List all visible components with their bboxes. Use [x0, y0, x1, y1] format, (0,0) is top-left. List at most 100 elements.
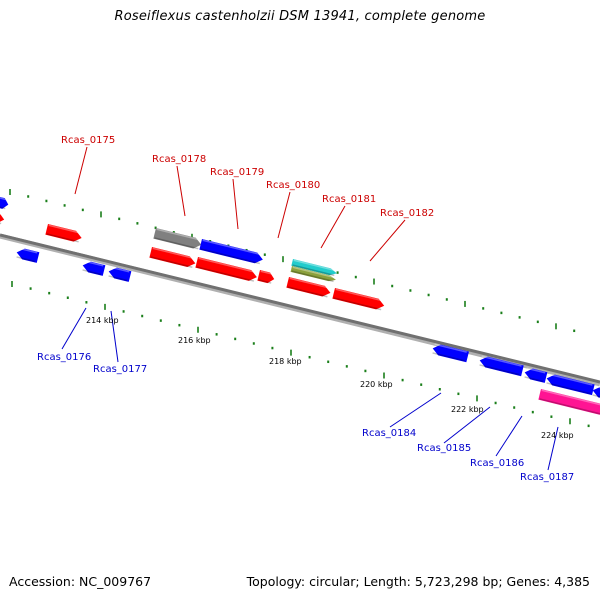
gene-arrow [16, 247, 40, 263]
gene-label-rcas-0182[interactable]: Rcas_0182 [380, 208, 434, 219]
leader-line [277, 191, 291, 239]
gene-arrow-shade [46, 233, 79, 243]
gene-arrow [199, 239, 263, 265]
gene-label-rcas-0178[interactable]: Rcas_0178 [152, 154, 206, 165]
rna-gene-arrow-highlight [293, 259, 336, 272]
gene-arrow-highlight [156, 228, 201, 241]
gene-arrow-body [45, 224, 82, 242]
gene-arrow-highlight [548, 373, 593, 386]
gene-arrow-body [332, 288, 385, 310]
scale-label: 224 kbp [541, 431, 574, 440]
rna-gene-arrow [290, 266, 336, 283]
gene-arrow-body [153, 228, 202, 249]
gene-arrow-highlight [526, 367, 546, 374]
gene-arrow [432, 343, 469, 363]
gene-arrow [479, 355, 524, 377]
gene-arrow [45, 224, 82, 243]
gene-arrow-highlight [481, 355, 522, 367]
gene-arrow-body [592, 386, 600, 401]
label-leaders [61, 146, 559, 471]
gene-arrow-shade [0, 205, 6, 210]
gene-label-rcas-0175[interactable]: Rcas_0175 [61, 135, 115, 146]
gene-arrow-body [286, 277, 331, 297]
gene-arrow-highlight [434, 343, 467, 353]
gene-arrow-shade [432, 352, 465, 362]
genome-backbone [0, 233, 600, 387]
gene-arrow-shade [592, 394, 600, 400]
gene-label-rcas-0187[interactable]: Rcas_0187 [520, 472, 574, 483]
gene-arrow-shade [200, 248, 260, 265]
gene-arrow-body [82, 261, 106, 276]
gene-arrow-highlight [198, 257, 257, 274]
gene-labels: 214 kbp 216 kbp 218 kbp 220 kbp 222 kbp … [37, 135, 574, 483]
gene-arrow-shade [524, 376, 544, 383]
gene-arrow-highlight [541, 389, 600, 407]
leader-line [61, 307, 87, 350]
rna-gene-arrow-highlight [292, 266, 335, 279]
gene-arrow-shade [479, 364, 520, 376]
gene-arrow-body [0, 196, 9, 209]
leader-line [110, 310, 119, 363]
gene-label-rcas-0185[interactable]: Rcas_0185 [417, 443, 471, 454]
gene-arrow-body [199, 239, 263, 264]
gene-label-rcas-0177[interactable]: Rcas_0177 [93, 364, 147, 375]
rna-gene-arrow-shade [291, 270, 334, 283]
gene-arrow-highlight [335, 288, 384, 302]
gene-arrow-body [524, 368, 548, 383]
gene-arrow [524, 367, 548, 383]
gene-arrow-body [432, 344, 469, 363]
backbone-line [0, 233, 600, 384]
gene-arrow [286, 277, 331, 298]
gene-arrow [332, 288, 385, 311]
gene-arrow-body [546, 374, 595, 396]
scale-label: 218 kbp [269, 357, 302, 366]
gene-arrow-body [257, 270, 275, 284]
gene-arrow-highlight [289, 277, 330, 289]
scale-label: 222 kbp [451, 405, 484, 414]
gene-arrow-body [108, 267, 132, 282]
gene-arrow-shade [258, 279, 272, 284]
gene-arrow-highlight [202, 239, 263, 256]
gene-arrow-shade [546, 382, 591, 395]
gene-label-rcas-0186[interactable]: Rcas_0186 [470, 458, 524, 469]
gene-arrow [108, 266, 132, 282]
gene-arrow-highlight [84, 260, 104, 267]
accession-text: Accession: NC_009767 [9, 574, 152, 589]
gene-arrow-body [16, 248, 40, 263]
gene-arrow-highlight [48, 224, 81, 234]
gene-arrow-highlight [0, 210, 4, 216]
gene-arrow-highlight [260, 270, 274, 276]
gene-arrow-body [195, 257, 257, 281]
gene-label-rcas-0184[interactable]: Rcas_0184 [362, 428, 416, 439]
gene-arrow [257, 270, 275, 284]
gene-arrow-shade [539, 398, 600, 416]
scale-label: 214 kbp [86, 316, 119, 325]
gene-label-rcas-0176[interactable]: Rcas_0176 [37, 352, 91, 363]
gene-arrow [0, 196, 9, 210]
gene-arrow [592, 385, 600, 401]
gene-arrow-highlight [594, 385, 600, 391]
gene-arrow [153, 228, 202, 250]
gene-label-rcas-0181[interactable]: Rcas_0181 [322, 194, 376, 205]
gene-label-rcas-0180[interactable]: Rcas_0180 [266, 180, 320, 191]
leader-line [74, 146, 88, 195]
gene-label-rcas-0179[interactable]: Rcas_0179 [210, 167, 264, 178]
gene-arrow-highlight [18, 247, 38, 254]
gene-arrow-highlight [152, 247, 195, 260]
gene-arrow-highlight [0, 196, 8, 201]
rna-gene-arrow-shade [292, 264, 335, 277]
gene-arrow [538, 389, 600, 416]
gene-arrow-shade [196, 266, 255, 282]
leader-line [443, 406, 491, 444]
leader-line [232, 178, 239, 230]
gene-arrow [149, 247, 196, 268]
leader-line [176, 165, 186, 217]
rna-gene-arrow [291, 259, 337, 277]
gene-arrow-shade [154, 237, 199, 250]
gene-arrow-shade [333, 297, 382, 311]
leader-line [547, 426, 559, 471]
genes [0, 196, 600, 416]
gene-arrow [0, 210, 5, 225]
rna-gene-arrow-body [291, 259, 337, 276]
